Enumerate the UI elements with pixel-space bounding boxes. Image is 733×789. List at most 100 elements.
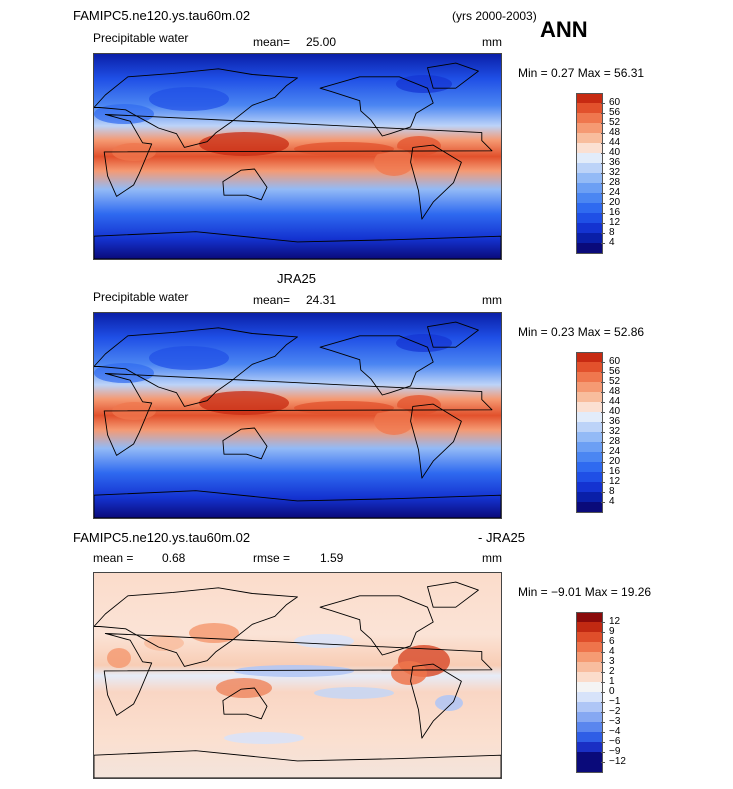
colorbar-tick — [601, 632, 605, 633]
colorbar-label: 20 — [609, 456, 621, 467]
colorbar-label: −6 — [609, 736, 621, 747]
panel3-mean-label: mean = — [93, 551, 134, 565]
coastline — [427, 321, 479, 348]
colorbar-label: 32 — [609, 426, 621, 437]
colorbar-tick — [601, 762, 605, 763]
colorbar-cell — [576, 113, 603, 123]
colorbar-label: 56 — [609, 366, 621, 377]
anomaly-blob — [234, 665, 354, 677]
colorbar-tick — [601, 742, 605, 743]
panel2-mean-label: mean= — [253, 293, 291, 307]
colorbar-cell — [576, 472, 603, 482]
colorbar-cell — [576, 442, 603, 452]
colorbar-tick — [601, 233, 605, 234]
colorbar-tick — [601, 402, 605, 403]
colorbar-tick — [601, 502, 605, 503]
colorbar-tick — [601, 702, 605, 703]
colorbar-cell — [576, 153, 603, 163]
dry-blob — [396, 75, 452, 93]
colorbar-cell — [576, 662, 603, 672]
colorbar-tick — [601, 492, 605, 493]
colorbar-tick — [601, 203, 605, 204]
coastline — [94, 490, 501, 518]
colorbar-cell — [576, 372, 603, 382]
panel1-mean-label: mean= — [253, 35, 291, 49]
colorbar-label: 9 — [609, 626, 615, 637]
colorbar-label: 12 — [609, 476, 621, 487]
anomaly-blob — [391, 661, 427, 685]
anomaly-blob — [224, 732, 304, 744]
colorbar-cell — [576, 422, 603, 432]
colorbar-cell — [576, 712, 603, 722]
colorbar-label: 48 — [609, 127, 621, 138]
colorbar-label: 24 — [609, 446, 621, 457]
coastline — [222, 687, 268, 720]
colorbar-cell — [576, 482, 603, 492]
colorbar-cell — [576, 732, 603, 742]
colorbar-label: −9 — [609, 746, 621, 757]
colorbar-cell — [576, 642, 603, 652]
colorbar-tick — [601, 362, 605, 363]
panel3-rmse-label: rmse = — [253, 551, 291, 565]
colorbar-tick — [601, 722, 605, 723]
colorbar-label: 6 — [609, 636, 615, 647]
colorbar-tick — [601, 213, 605, 214]
dry-blob — [149, 346, 229, 370]
colorbar-tick — [601, 173, 605, 174]
case-title: FAMIPC5.ne120.ys.tau60m.02 — [73, 8, 251, 23]
colorbar-cell — [576, 412, 603, 422]
colorbar-cell — [576, 352, 603, 363]
colorbar-tick — [601, 183, 605, 184]
coastline — [222, 168, 268, 201]
coastline — [410, 663, 462, 739]
dry-blob — [396, 334, 452, 352]
colorbar-tick — [601, 682, 605, 683]
coastline — [410, 403, 462, 479]
colorbar-tick — [601, 392, 605, 393]
panel1-variable: Precipitable water — [93, 31, 189, 45]
moisture-blob — [294, 401, 394, 415]
colorbar-tick — [601, 442, 605, 443]
coastline — [94, 327, 298, 407]
colorbar-cell — [576, 183, 603, 193]
colorbar-label: 8 — [609, 227, 615, 238]
colorbar-tick — [601, 163, 605, 164]
colorbar-tick — [601, 482, 605, 483]
colorbar-cell — [576, 692, 603, 702]
colorbar-tick — [601, 622, 605, 623]
colorbar-cell — [576, 382, 603, 392]
anomaly-blob — [144, 635, 184, 651]
moisture-blob — [294, 142, 394, 156]
coastline — [319, 335, 434, 396]
colorbar-cell — [576, 722, 603, 732]
colorbar-cell — [576, 213, 603, 223]
coastline — [94, 68, 298, 148]
coastline — [427, 62, 479, 89]
colorbar-label: 2 — [609, 666, 615, 677]
anomaly-blob — [107, 648, 131, 668]
coastline — [94, 587, 298, 667]
colorbar-cell — [576, 402, 603, 412]
season-label: ANN — [540, 17, 588, 42]
colorbar-cell — [576, 93, 603, 104]
colorbar-label: 4 — [609, 496, 615, 507]
colorbar-cell — [576, 502, 603, 513]
colorbar-tick — [601, 662, 605, 663]
coastline — [410, 144, 462, 220]
colorbar-tick — [601, 412, 605, 413]
colorbar-label: 44 — [609, 396, 621, 407]
dry-blob — [149, 87, 229, 111]
colorbar-tick — [601, 752, 605, 753]
dry-blob — [94, 104, 154, 124]
coastline — [103, 113, 493, 197]
colorbar-cell — [576, 452, 603, 462]
colorbar-label: 40 — [609, 147, 621, 158]
colorbar-tick — [601, 372, 605, 373]
colorbar-label: 40 — [609, 406, 621, 417]
colorbar-tick — [601, 103, 605, 104]
colorbar-tick — [601, 223, 605, 224]
colorbar-label: 28 — [609, 177, 621, 188]
colorbar-label: 36 — [609, 157, 621, 168]
colorbar-tick — [601, 472, 605, 473]
colorbar-label: 1 — [609, 676, 615, 687]
